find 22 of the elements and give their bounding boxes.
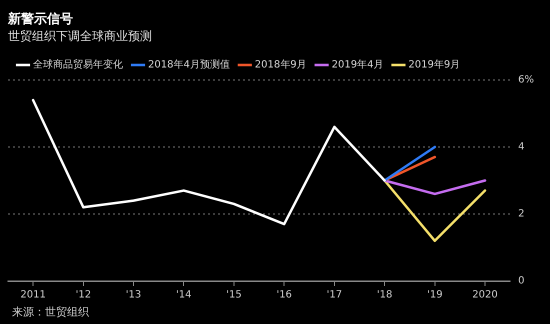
x-tick-label: '19 bbox=[427, 290, 443, 301]
x-tick-label: '18 bbox=[376, 290, 392, 301]
x-tick-label: 2011 bbox=[20, 290, 46, 301]
x-tick-label: '14 bbox=[176, 290, 192, 301]
x-tick-label: 2020 bbox=[472, 290, 498, 301]
x-tick-label: '13 bbox=[126, 290, 142, 301]
y-tick-label: 6% bbox=[518, 74, 534, 86]
legend-label: 2018年4月预测值 bbox=[148, 58, 230, 71]
legend-label: 2018年9月 bbox=[254, 58, 307, 71]
legend-label: 2019年4月 bbox=[332, 58, 384, 71]
legend-label: 全球商品贸易年变化 bbox=[33, 58, 123, 71]
chart-title: 新警示信号 bbox=[7, 11, 73, 28]
x-tick-label: '12 bbox=[76, 290, 92, 301]
y-tick-label: 0 bbox=[518, 276, 525, 287]
source-note: 来源：世贸组织 bbox=[12, 305, 89, 318]
x-tick-label: '17 bbox=[326, 290, 342, 301]
legend-label: 2019年9月 bbox=[408, 58, 460, 71]
x-tick-label: '15 bbox=[226, 290, 242, 301]
chart-subtitle: 世贸组织下调全球商业预测 bbox=[8, 28, 152, 43]
y-tick-label: 4 bbox=[518, 142, 525, 153]
x-tick-label: '16 bbox=[276, 290, 292, 301]
y-tick-label: 2 bbox=[518, 208, 525, 220]
